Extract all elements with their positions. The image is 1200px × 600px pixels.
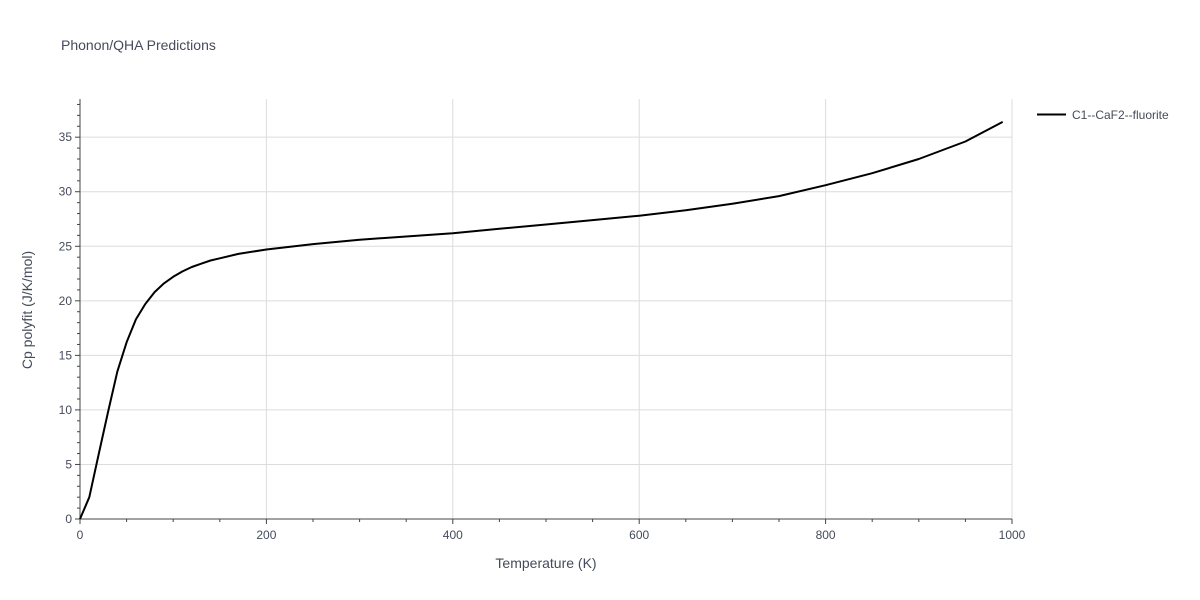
- y-tick-label: 35: [59, 130, 73, 144]
- x-axis-title: Temperature (K): [495, 555, 596, 571]
- y-tick-label: 30: [59, 185, 73, 199]
- x-tick-label: 800: [816, 528, 836, 542]
- y-tick-label: 10: [59, 403, 73, 417]
- series-line-c1-caf2-fluorite: [79, 121, 1004, 520]
- legend[interactable]: C1--CaF2--fluorite: [1037, 108, 1169, 122]
- grid: [80, 99, 1013, 519]
- y-tick-label: 25: [59, 239, 73, 253]
- chart-title: Phonon/QHA Predictions: [61, 37, 216, 53]
- x-tick-label: 600: [629, 528, 649, 542]
- y-tick-label: 15: [59, 348, 73, 362]
- y-tick-label: 0: [65, 512, 72, 526]
- plot-area: [79, 121, 1004, 520]
- x-tick-label: 200: [256, 528, 276, 542]
- axes: 0 200 400 600 800 1000 0 5 10 15 20 25 30 35: [59, 99, 1026, 542]
- y-axis-title: Cp polyfit (J/K/mol): [19, 251, 35, 369]
- legend-label-c1-caf2-fluorite[interactable]: C1--CaF2--fluorite: [1072, 108, 1169, 122]
- y-tick-label: 20: [59, 294, 73, 308]
- y-tick-label: 5: [65, 457, 72, 471]
- x-tick-label: 1000: [999, 528, 1026, 542]
- x-tick-label: 0: [77, 528, 84, 542]
- x-tick-label: 400: [443, 528, 463, 542]
